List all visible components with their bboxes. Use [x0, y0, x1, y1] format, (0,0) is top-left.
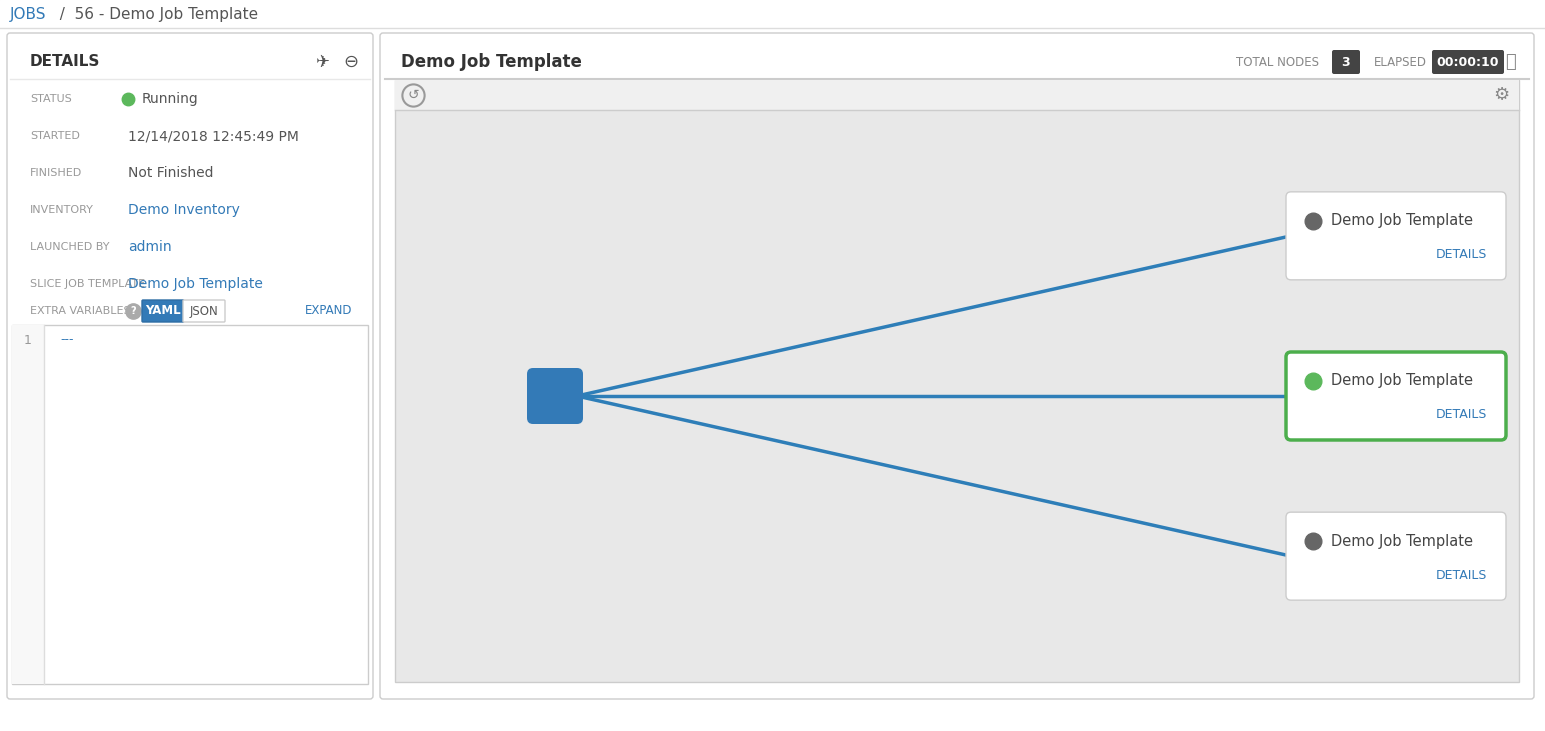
Text: Demo Job Template: Demo Job Template — [1330, 213, 1472, 228]
Text: ⛶: ⛶ — [1506, 53, 1516, 71]
FancyBboxPatch shape — [1332, 50, 1360, 74]
Text: YAML: YAML — [145, 305, 181, 317]
Text: FINISHED: FINISHED — [29, 168, 82, 178]
Bar — [0, 0, 1545, 28]
Bar — [12, 325, 368, 684]
Text: STATUS: STATUS — [29, 94, 71, 104]
Text: /  56 - Demo Job Template: / 56 - Demo Job Template — [49, 7, 258, 21]
Text: EXTRA VARIABLES: EXTRA VARIABLES — [29, 306, 131, 316]
Text: 3: 3 — [1341, 56, 1350, 69]
FancyBboxPatch shape — [1285, 512, 1506, 600]
Text: DETAILS: DETAILS — [1435, 569, 1486, 582]
Bar — [12, 325, 43, 684]
Text: 00:00:10: 00:00:10 — [1437, 56, 1499, 69]
Text: ELAPSED: ELAPSED — [1374, 56, 1428, 69]
Text: STARTED: STARTED — [29, 131, 80, 141]
Bar — [396, 80, 1519, 682]
FancyBboxPatch shape — [1285, 192, 1506, 280]
Text: DETAILS: DETAILS — [29, 55, 100, 69]
Text: LAUNCHED BY: LAUNCHED BY — [29, 242, 110, 252]
Text: admin: admin — [128, 240, 171, 254]
FancyBboxPatch shape — [1285, 352, 1506, 440]
FancyBboxPatch shape — [1432, 50, 1503, 74]
Text: Demo Inventory: Demo Inventory — [128, 203, 239, 217]
FancyBboxPatch shape — [142, 300, 184, 322]
Text: JSON: JSON — [190, 305, 218, 317]
Text: TOTAL NODES: TOTAL NODES — [1236, 56, 1319, 69]
Text: Running: Running — [142, 92, 199, 106]
FancyBboxPatch shape — [8, 33, 372, 699]
Text: ?: ? — [130, 306, 136, 316]
Text: ✈: ✈ — [315, 53, 329, 71]
Text: ↺: ↺ — [408, 88, 419, 102]
Text: DETAILS: DETAILS — [1435, 409, 1486, 422]
Text: Demo Job Template: Demo Job Template — [1330, 374, 1472, 388]
Bar — [396, 80, 1519, 110]
Text: SLICE JOB TEMPLATE: SLICE JOB TEMPLATE — [29, 279, 145, 289]
Text: Demo Job Template: Demo Job Template — [128, 277, 263, 291]
FancyBboxPatch shape — [380, 33, 1534, 699]
Text: 12/14/2018 12:45:49 PM: 12/14/2018 12:45:49 PM — [128, 129, 298, 143]
FancyBboxPatch shape — [527, 368, 582, 424]
Text: Demo Job Template: Demo Job Template — [1330, 534, 1472, 549]
Text: EXPAND: EXPAND — [304, 305, 352, 317]
Text: Not Finished: Not Finished — [128, 166, 213, 180]
Text: DETAILS: DETAILS — [1435, 249, 1486, 262]
Text: JOBS: JOBS — [9, 7, 46, 21]
Text: INVENTORY: INVENTORY — [29, 205, 94, 215]
Text: ---: --- — [60, 333, 74, 346]
Text: Demo Job Template: Demo Job Template — [402, 53, 582, 71]
Text: ⚙: ⚙ — [1492, 86, 1509, 104]
Text: ⊖: ⊖ — [343, 53, 358, 71]
FancyBboxPatch shape — [182, 300, 226, 322]
Text: 1: 1 — [25, 333, 32, 346]
